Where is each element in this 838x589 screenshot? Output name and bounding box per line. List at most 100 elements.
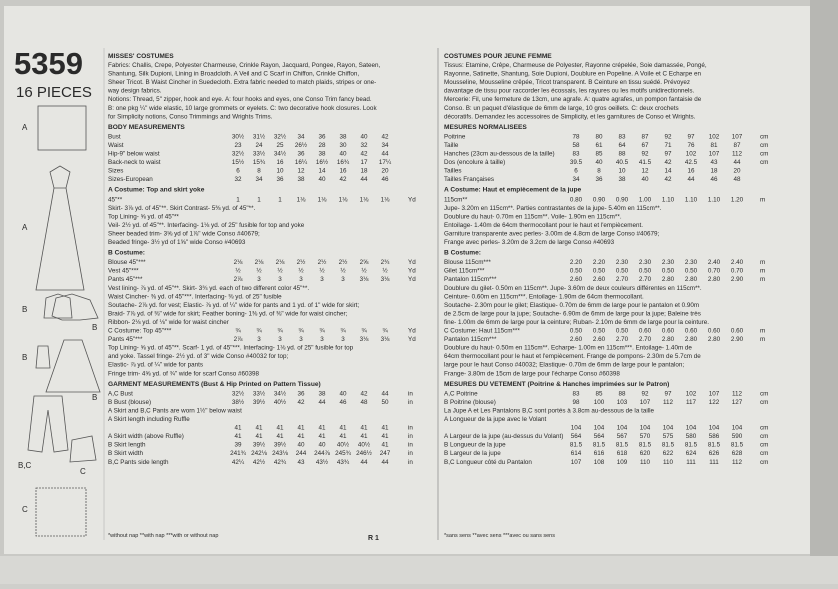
cell: 2.90 bbox=[731, 276, 744, 283]
cell: 3 bbox=[257, 276, 261, 283]
cell: 16 bbox=[687, 168, 695, 175]
text-line: fine- 1.00m de 6mm de large pour la cein… bbox=[444, 319, 709, 326]
unit: cm bbox=[760, 442, 768, 449]
cell: 33½ bbox=[253, 150, 266, 158]
cell: 44 bbox=[687, 176, 695, 183]
cell: 1 bbox=[257, 196, 261, 203]
cell: ½ bbox=[319, 267, 325, 275]
cell: 1⅛ bbox=[297, 196, 307, 203]
section-heading: B Costume: bbox=[444, 250, 481, 257]
cell: 104 bbox=[571, 425, 582, 432]
cell: 81.5 bbox=[593, 442, 606, 449]
cell: 0.50 bbox=[570, 328, 583, 335]
cell: ¾ bbox=[298, 328, 304, 335]
cell: ½ bbox=[382, 267, 388, 275]
cell: 20 bbox=[733, 168, 741, 175]
cell: 107 bbox=[732, 133, 743, 140]
sketches bbox=[27, 105, 101, 537]
cell: 80 bbox=[595, 133, 603, 140]
cell: 2.70 bbox=[639, 336, 652, 343]
cell: 38 bbox=[318, 390, 326, 397]
cell: 2⅛ bbox=[276, 259, 286, 266]
cell: 112 bbox=[732, 390, 743, 397]
cell: 1.10 bbox=[708, 196, 721, 203]
cell: 36 bbox=[318, 133, 326, 140]
row-label: A Skirt width (above Ruffle) bbox=[108, 433, 184, 440]
cell: 2.80 bbox=[685, 276, 698, 283]
cell: 41 bbox=[381, 433, 389, 440]
row-label: Hip-9" below waist bbox=[108, 151, 160, 158]
cell: 32½ bbox=[232, 150, 245, 158]
text-line: Notions: Thread, 5" zipper, hook and eye… bbox=[108, 96, 372, 103]
unit: cm bbox=[760, 459, 768, 466]
unit: in bbox=[408, 390, 413, 397]
cell: 42 bbox=[664, 176, 672, 183]
cell: 41 bbox=[339, 433, 347, 440]
row-label: A,C Bust bbox=[108, 390, 133, 397]
row-label: B Poitrine (blouse) bbox=[444, 399, 496, 406]
unit: in bbox=[408, 425, 413, 432]
cell: 17¼ bbox=[379, 159, 392, 166]
cell: 71 bbox=[664, 142, 672, 149]
cell: 564 bbox=[571, 433, 582, 440]
unit: cm bbox=[760, 425, 768, 432]
cell: 3 bbox=[320, 336, 324, 343]
cell: 41 bbox=[255, 433, 263, 440]
cell: 34½ bbox=[274, 389, 287, 397]
unit: m bbox=[760, 196, 765, 203]
text-line: Ribbon- 2⅛ yd. of ⅛" wide for waist cinc… bbox=[108, 319, 229, 326]
cell: 624 bbox=[686, 450, 697, 457]
cell: 244 bbox=[296, 450, 307, 457]
cell: 102 bbox=[686, 390, 697, 397]
cell: 40½ bbox=[337, 441, 350, 449]
cell: 2.30 bbox=[639, 259, 652, 266]
cell: 41.5 bbox=[639, 159, 652, 166]
cell: 81.5 bbox=[685, 442, 698, 449]
section-heading: MESURES DU VETEMENT (Poitrine & Hanches … bbox=[444, 381, 669, 388]
cell: 2.40 bbox=[708, 259, 721, 266]
cell: 104 bbox=[709, 425, 720, 432]
cell: 38 bbox=[339, 133, 347, 140]
row-label: B Skirt width bbox=[108, 450, 143, 457]
cell: 0.90 bbox=[593, 196, 606, 203]
cell: 64 bbox=[618, 142, 626, 149]
cell: 44 bbox=[381, 459, 389, 466]
text-line: Ceinture- 0.60m en 115cm***. Entoilage- … bbox=[444, 293, 644, 300]
cell: 0.60 bbox=[731, 328, 744, 335]
cell: 107 bbox=[709, 151, 720, 158]
cell: 40.5 bbox=[616, 159, 629, 166]
view-label: B,C bbox=[18, 461, 32, 470]
cell: 564 bbox=[594, 433, 605, 440]
cell: 3 bbox=[299, 336, 303, 343]
cell: 41 bbox=[339, 425, 347, 432]
cell: 2.30 bbox=[662, 259, 675, 266]
pants-sketch bbox=[27, 395, 69, 453]
cell: 40 bbox=[318, 442, 326, 449]
cell: 2½ bbox=[339, 258, 349, 266]
row-label: B,C Pants side length bbox=[108, 459, 169, 466]
cell: 112 bbox=[732, 459, 743, 466]
cell: 32½ bbox=[274, 132, 287, 140]
cell: 1.00 bbox=[639, 196, 652, 203]
section-heading: BODY MEASUREMENTS bbox=[108, 124, 185, 131]
unit: cm bbox=[760, 142, 768, 149]
unit: cm bbox=[760, 151, 768, 158]
text-line: Fabrics: Challis, Crepe, Polyester Charm… bbox=[108, 62, 381, 69]
cell: ½ bbox=[298, 267, 304, 275]
nap-note: *without nap **with nap ***with or witho… bbox=[108, 533, 218, 539]
text-line: davantage de tissu pour raccorder les éc… bbox=[444, 88, 695, 95]
cell: 40 bbox=[339, 390, 347, 397]
cell: 36 bbox=[297, 390, 305, 397]
unit: Yd bbox=[408, 328, 416, 335]
cell: 3 bbox=[278, 276, 282, 283]
row-label: Pants 45"*** bbox=[108, 336, 143, 343]
cell: 44 bbox=[381, 151, 389, 158]
unit: Yd bbox=[408, 336, 416, 343]
cell: 580 bbox=[686, 433, 697, 440]
cell: 0.70 bbox=[708, 268, 721, 275]
cell: 43¾ bbox=[337, 459, 350, 466]
cell: 3⅛ bbox=[381, 336, 391, 343]
cell: 10 bbox=[618, 168, 626, 175]
cell: 87 bbox=[733, 142, 741, 149]
cell: 28 bbox=[318, 142, 326, 149]
